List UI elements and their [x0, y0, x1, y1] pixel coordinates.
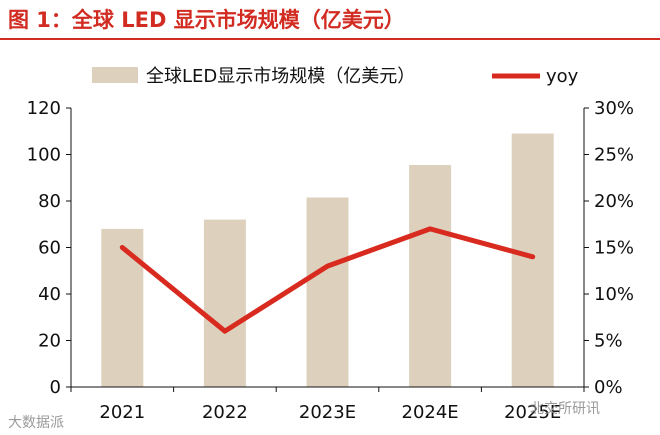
- watermark-right: 北交所研讯: [530, 401, 600, 417]
- bar-2021: [101, 228, 144, 387]
- axes: 0 20 40 60 80 100 120 0% 5% 10% 15% 20% 25% 30% 2021 20…: [27, 98, 634, 423]
- watermark-left: 大数据派: [8, 415, 64, 431]
- right-tick-label: 15%: [594, 238, 634, 259]
- right-tick-label: 5%: [594, 331, 623, 352]
- right-tick-label: 10%: [594, 284, 634, 305]
- right-tick-label: 30%: [594, 98, 634, 119]
- bar-2023E: [306, 197, 349, 387]
- legend-bar-label: 全球LED显示市场规模（亿美元）: [146, 66, 415, 87]
- right-tick-label: 25%: [594, 145, 634, 166]
- left-tick-label: 0: [50, 377, 61, 398]
- left-tick-label: 20: [38, 331, 61, 352]
- left-tick-label: 80: [38, 191, 61, 212]
- bar-2022: [203, 219, 246, 387]
- yoy-line-layer: [119, 226, 536, 334]
- left-tick-label: 120: [27, 98, 61, 119]
- left-tick-label: 100: [27, 145, 61, 166]
- bar-2025E: [511, 133, 554, 387]
- x-tick-label: 2025E: [504, 402, 561, 423]
- title-rule: [0, 38, 660, 40]
- legend-line-label: yoy: [546, 66, 579, 87]
- legend: 全球LED显示市场规模（亿美元） yoy: [92, 66, 579, 87]
- bars: [101, 133, 554, 387]
- x-tick-label: 2024E: [402, 402, 459, 423]
- right-tick-label: 0%: [594, 377, 623, 398]
- legend-bar-swatch: [92, 67, 138, 83]
- x-tick-label: 2022: [202, 402, 248, 423]
- right-tick-label: 20%: [594, 191, 634, 212]
- left-tick-label: 60: [38, 238, 61, 259]
- figure-title: 图 1：全球 LED 显示市场规模（亿美元）: [8, 8, 405, 32]
- x-tick-label: 2021: [99, 402, 145, 423]
- bar-2024E: [409, 164, 452, 387]
- left-tick-label: 40: [38, 284, 61, 305]
- x-tick-label: 2023E: [299, 402, 356, 423]
